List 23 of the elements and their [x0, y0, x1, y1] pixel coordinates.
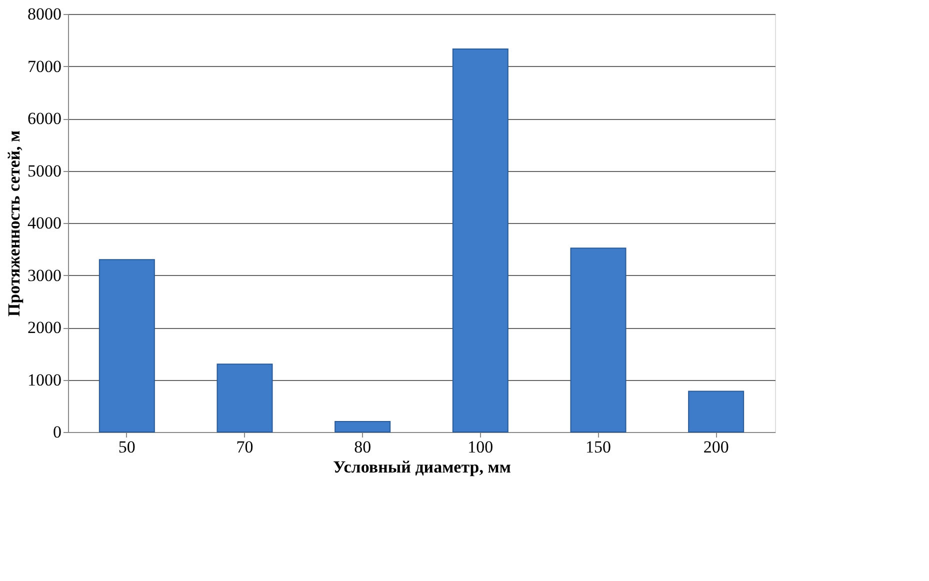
x-tick-label: 150	[586, 438, 611, 456]
bar	[570, 248, 626, 432]
y-tick-label: 3000	[28, 266, 62, 285]
y-tick-label: 0	[53, 422, 62, 442]
x-axis-title: Условный диаметр, мм	[333, 458, 512, 476]
bar	[216, 364, 273, 432]
bar	[334, 421, 391, 432]
y-tick-label: 2000	[28, 318, 62, 337]
y-tick-label: 5000	[28, 161, 62, 180]
x-tick-label: 100	[468, 438, 494, 456]
y-tick-label: 4000	[28, 214, 62, 232]
y-tick-label: 7000	[28, 56, 62, 76]
x-tick-label: 50	[118, 438, 136, 456]
x-tick-label: 80	[354, 438, 372, 456]
y-tick-label: 6000	[28, 109, 62, 128]
bar	[452, 48, 508, 432]
y-tick-label: 8000	[28, 4, 62, 24]
y-tick-label: 1000	[28, 370, 62, 390]
y-axis-title: Протяженность сетей, м	[4, 130, 24, 317]
bar	[688, 390, 744, 432]
x-tick-label: 70	[236, 438, 254, 456]
bar	[98, 259, 155, 432]
x-tick-label: 200	[703, 438, 729, 456]
